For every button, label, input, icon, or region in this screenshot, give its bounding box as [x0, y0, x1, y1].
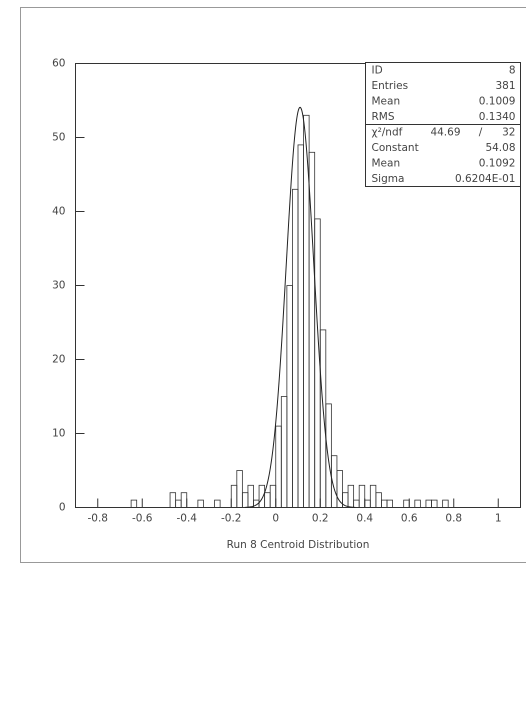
- x-tick-label: 0.6: [401, 513, 418, 525]
- x-tick-label: -0.8: [88, 513, 109, 525]
- histogram-bar: [269, 484, 277, 508]
- histogram-bar: [169, 492, 177, 508]
- histogram-bar: [364, 499, 371, 508]
- y-tick-label: 20: [52, 354, 65, 366]
- y-tick-label: 60: [52, 58, 65, 70]
- histogram-bar: [403, 499, 410, 508]
- x-tick-label: 0: [272, 513, 279, 525]
- fit-separator: /: [479, 127, 483, 139]
- page-frame: [20, 7, 526, 563]
- histogram-bar: [431, 499, 438, 508]
- histogram-bar: [336, 470, 343, 508]
- stats-label: Entries: [372, 80, 409, 92]
- y-tick-label: 50: [52, 132, 65, 144]
- x-tick-label: -0.4: [177, 513, 198, 525]
- fit-curve: [244, 106, 356, 508]
- histogram-bar: [358, 484, 366, 508]
- histogram-bar: [197, 499, 204, 508]
- stats-value: 8: [509, 65, 516, 77]
- x-axis-label: Run 8 Centroid Distribution: [227, 539, 370, 551]
- x-tick-label: 0.2: [312, 513, 329, 525]
- x-tick-label: 0.4: [356, 513, 373, 525]
- fit-value: 32: [502, 127, 515, 139]
- fit-value: 0.6204E-01: [455, 173, 516, 185]
- stats-label: Mean: [372, 96, 401, 108]
- histogram-bar: [381, 499, 388, 508]
- histogram-bar: [347, 484, 355, 508]
- y-tick-label: 0: [59, 502, 66, 514]
- histogram-bar: [442, 499, 449, 508]
- histogram-bar: [264, 492, 271, 508]
- histogram-bar: [425, 499, 432, 508]
- fit-value: 54.08: [485, 142, 515, 154]
- x-tick-label: 1: [495, 513, 502, 525]
- stats-value: 0.1009: [479, 96, 516, 108]
- stats-value: 0.1340: [479, 111, 516, 123]
- histogram-bar: [386, 499, 393, 508]
- y-tick-label: 30: [52, 280, 65, 292]
- fit-label: Mean: [372, 158, 401, 170]
- x-tick-label: -0.6: [132, 513, 153, 525]
- histogram-bar: [375, 492, 382, 508]
- x-tick-label: 0.8: [445, 513, 462, 525]
- stats-label: ID: [372, 65, 383, 77]
- histogram-bar: [175, 499, 182, 508]
- histogram-bar: [369, 484, 377, 508]
- histogram-bar: [247, 484, 254, 508]
- histogram-bar: [286, 285, 293, 508]
- histogram-bar: [325, 403, 332, 508]
- histogram-bar: [297, 144, 304, 508]
- histogram-bar: [292, 188, 299, 508]
- y-tick-label: 40: [52, 206, 65, 218]
- histogram-bar: [275, 425, 282, 508]
- histogram-bar: [280, 396, 288, 508]
- fit-label: χ²/ndf: [372, 127, 403, 139]
- y-tick-label: 10: [52, 428, 65, 440]
- histogram-bar: [258, 484, 266, 508]
- histogram-bar: [319, 329, 327, 508]
- stats-label: RMS: [372, 111, 395, 123]
- histogram-bar: [414, 499, 421, 508]
- histogram-bar: [130, 499, 138, 508]
- histogram-bar: [180, 492, 188, 508]
- fit-label: Sigma: [372, 173, 405, 185]
- histogram-bar: [230, 484, 238, 508]
- histogram-bar: [241, 492, 249, 508]
- x-tick-label: -0.2: [221, 513, 242, 525]
- fit-value: 44.69: [430, 127, 460, 139]
- histogram-bar: [214, 499, 221, 508]
- histogram-bar: [353, 499, 360, 508]
- histogram-bar: [236, 470, 243, 508]
- fit-value: 0.1092: [479, 158, 516, 170]
- fit-label: Constant: [372, 142, 419, 154]
- stats-value: 381: [495, 80, 515, 92]
